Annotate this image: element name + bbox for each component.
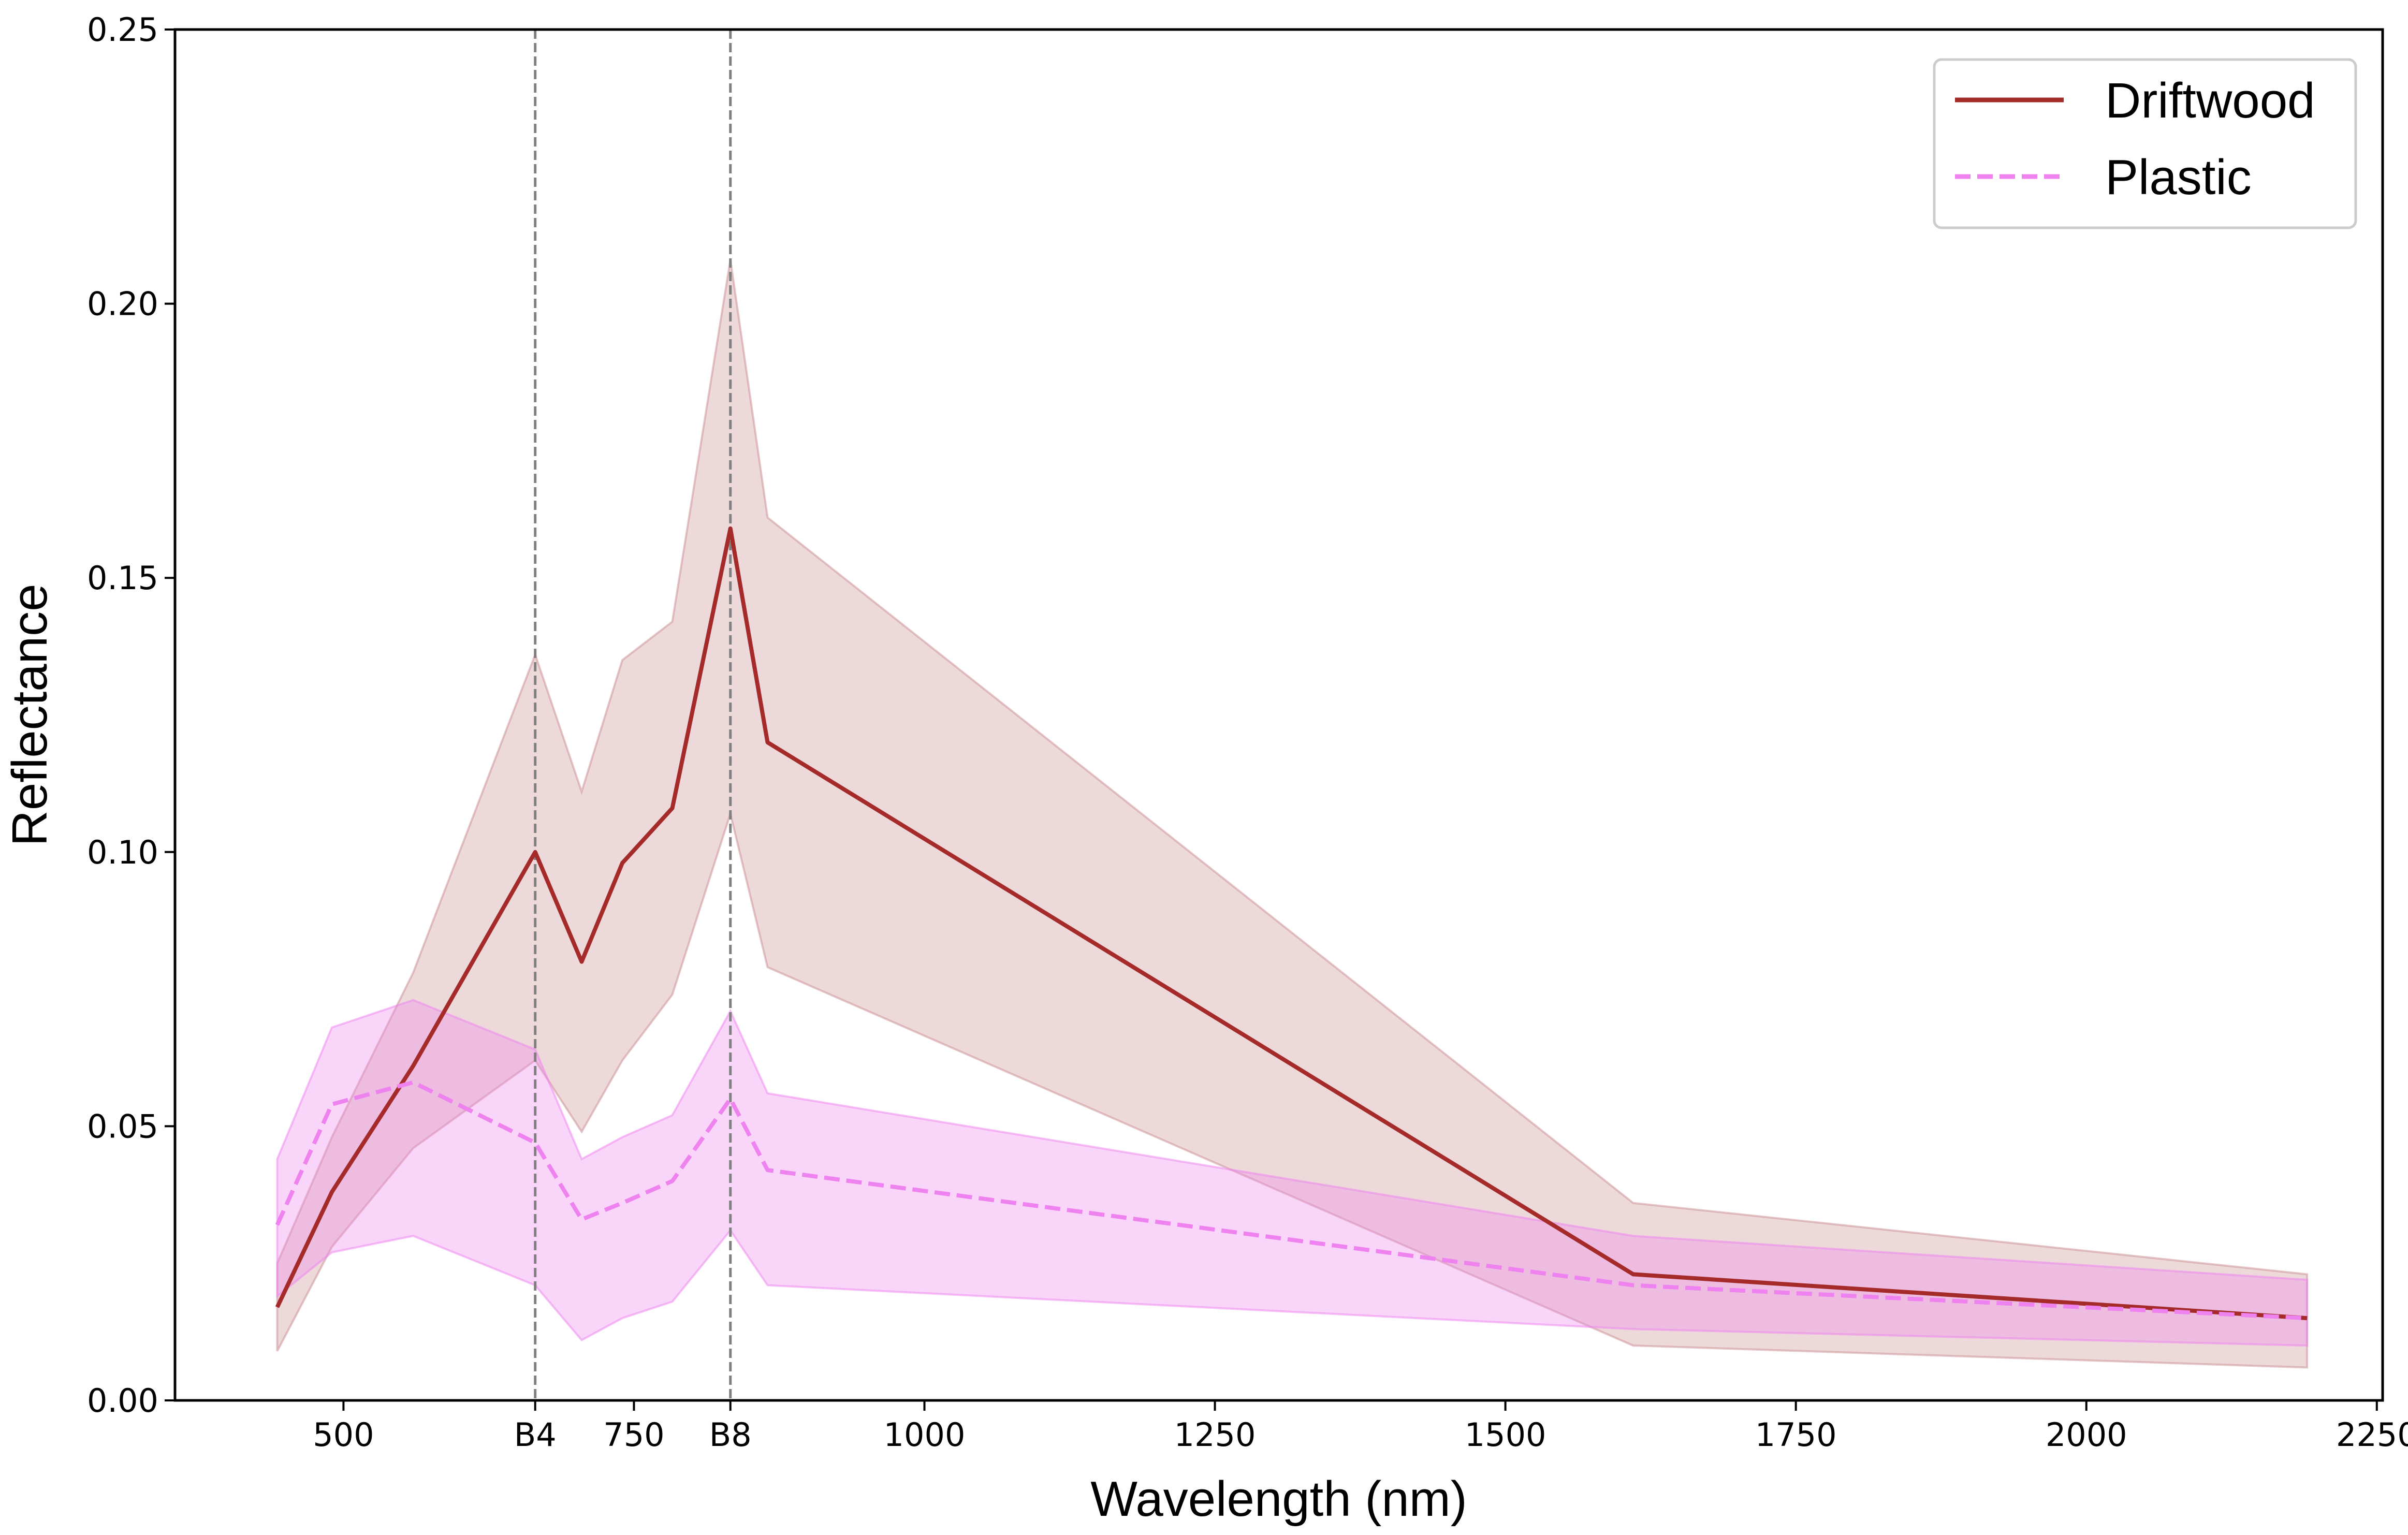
y-axis-title: Reflectance — [2, 584, 57, 846]
x-tick-label-b4: B4 — [514, 1416, 557, 1454]
band-plastic — [276, 999, 2309, 1347]
x-tick-label-750: 750 — [603, 1416, 664, 1454]
x-tick-label-2250: 2250 — [2336, 1416, 2408, 1454]
y-axis: 0.00 0.05 0.10 0.15 0.20 0.25 — [87, 11, 175, 1420]
y-tick-label-0-25: 0.25 — [87, 11, 158, 49]
series-lines — [275, 526, 2308, 1321]
x-tick-label-2000: 2000 — [2046, 1416, 2127, 1454]
x-tick-label-500: 500 — [313, 1416, 374, 1454]
y-tick-label-0-00: 0.00 — [87, 1382, 158, 1420]
x-tick-label-1750: 1750 — [1755, 1416, 1837, 1454]
y-tick-label-0-20: 0.20 — [87, 285, 158, 323]
x-tick-label-b8: B8 — [709, 1416, 752, 1454]
plot-frame — [173, 28, 2384, 1402]
series-line-plastic — [275, 1080, 2308, 1321]
legend-label-driftwood: Driftwood — [2105, 73, 2315, 128]
legend: Driftwood Plastic — [1933, 58, 2357, 229]
legend-label-plastic: Plastic — [2105, 150, 2252, 205]
y-tick-label-0-10: 0.10 — [87, 834, 158, 871]
x-axis-title: Wavelength (nm) — [1090, 1471, 1467, 1527]
x-tick-label-1000: 1000 — [884, 1416, 966, 1454]
y-tick-label-0-05: 0.05 — [87, 1107, 158, 1145]
band-driftwood — [276, 259, 2309, 1369]
x-axis: 500 B4 750 B8 1000 1250 1500 1750 2000 2250 — [313, 1400, 2408, 1454]
y-tick-label-0-15: 0.15 — [87, 559, 158, 597]
x-tick-label-1500: 1500 — [1465, 1416, 1546, 1454]
x-tick-label-1250: 1250 — [1174, 1416, 1256, 1454]
series-line-driftwood — [275, 526, 2308, 1321]
confidence-bands — [276, 259, 2309, 1369]
